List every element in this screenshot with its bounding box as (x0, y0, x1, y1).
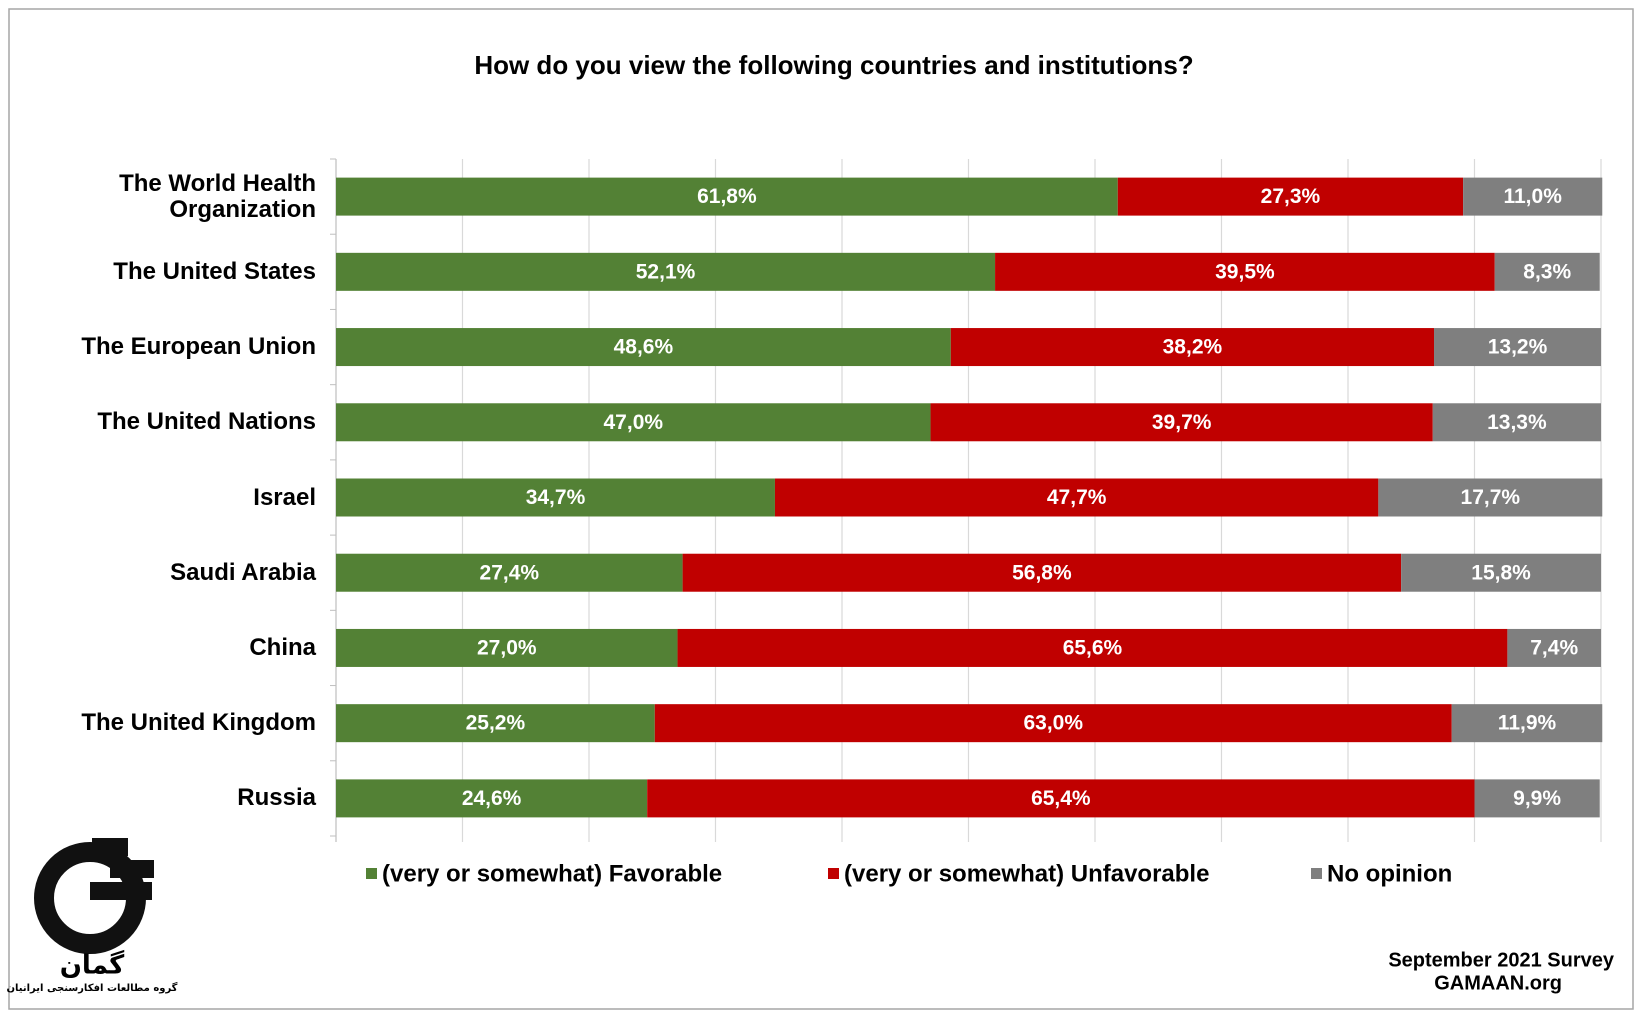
category-label: The United Nations (97, 408, 316, 436)
data-label: 38,2% (1163, 336, 1223, 359)
data-label: 13,2% (1488, 336, 1548, 359)
footer-survey: September 2021 Survey (1388, 949, 1615, 971)
bar-segment (1494, 252, 1600, 291)
bar-segment (654, 704, 1452, 743)
data-label: 52,1% (636, 260, 696, 283)
data-label: 27,0% (477, 636, 537, 659)
logo: گمان گروه مطالعات افکارسنجی ایرانیان (7, 838, 178, 994)
category-label: Israel (253, 483, 316, 511)
data-label: 27,3% (1261, 185, 1321, 208)
data-label: 8,3% (1523, 260, 1571, 283)
legend-swatch (366, 868, 377, 879)
bar-segment (677, 628, 1508, 667)
bar-segment (1432, 403, 1601, 442)
footer-site: GAMAAN.org (1434, 972, 1562, 994)
logo-block (92, 838, 128, 856)
legend-label: No opinion (1327, 860, 1452, 887)
data-label: 63,0% (1023, 712, 1083, 735)
frame (8, 8, 1634, 1010)
data-label: 13,3% (1487, 411, 1547, 434)
bar-segment (336, 252, 996, 291)
bar-segment (995, 252, 1495, 291)
data-label: 34,7% (526, 486, 586, 509)
data-label: 61,8% (697, 185, 757, 208)
logo-name: گمان (60, 950, 125, 981)
data-label: 65,6% (1063, 636, 1123, 659)
data-label: 11,0% (1503, 185, 1562, 208)
category-label: China (249, 633, 316, 661)
data-label: 15,8% (1471, 561, 1531, 584)
logo-block (90, 882, 152, 900)
legend-swatch (1311, 868, 1322, 879)
bar-segment (336, 779, 648, 818)
bar-segment (336, 553, 683, 592)
data-label: 27,4% (480, 561, 540, 584)
bar-segment (930, 403, 1433, 442)
bar-segment (774, 478, 1379, 517)
bar-segment (1451, 704, 1603, 743)
bar-segment (336, 177, 1118, 216)
data-label: 47,0% (604, 411, 664, 434)
data-label: 65,4% (1031, 787, 1091, 810)
data-label: 56,8% (1012, 561, 1072, 584)
category-label: The United Kingdom (81, 709, 316, 737)
legend-label: (very or somewhat) Unfavorable (844, 860, 1209, 887)
category-label: Saudi Arabia (170, 558, 316, 586)
chart-title: How do you view the following countries … (474, 50, 1193, 80)
legend-swatch (828, 868, 839, 879)
data-label: 47,7% (1047, 486, 1107, 509)
data-label: 7,4% (1530, 636, 1578, 659)
bar-segment (647, 779, 1475, 818)
data-label: 39,5% (1215, 260, 1275, 283)
bar-segment (1507, 628, 1601, 667)
data-label: 24,6% (462, 787, 522, 810)
bar-segment (1463, 177, 1603, 216)
bar-segment (1117, 177, 1464, 216)
bar-segment (1434, 328, 1601, 367)
category-label: The World Health Organization (119, 169, 316, 223)
bar-segment (336, 704, 655, 743)
bar-segment (336, 628, 678, 667)
legend-label: (very or somewhat) Favorable (382, 860, 722, 887)
data-label: 11,9% (1498, 712, 1557, 735)
category-label: The United States (113, 257, 316, 285)
bar-segment (336, 403, 931, 442)
bar-segment (682, 553, 1402, 592)
data-label: 25,2% (466, 712, 526, 735)
data-label: 17,7% (1461, 486, 1521, 509)
category-label: Russia (237, 784, 316, 812)
data-label: 9,9% (1513, 787, 1561, 810)
bar-segment (1401, 553, 1601, 592)
logo-block (110, 860, 154, 878)
bar-segment (950, 328, 1435, 367)
logo-subtitle: گروه مطالعات افکارسنجی ایرانیان (7, 981, 178, 994)
bar-segment (1474, 779, 1600, 818)
data-label: 48,6% (614, 336, 674, 359)
bar-segment (336, 328, 951, 367)
bar-segment (1378, 478, 1603, 517)
data-label: 39,7% (1152, 411, 1212, 434)
bar-segment (336, 478, 775, 517)
category-label: The European Union (81, 333, 316, 361)
